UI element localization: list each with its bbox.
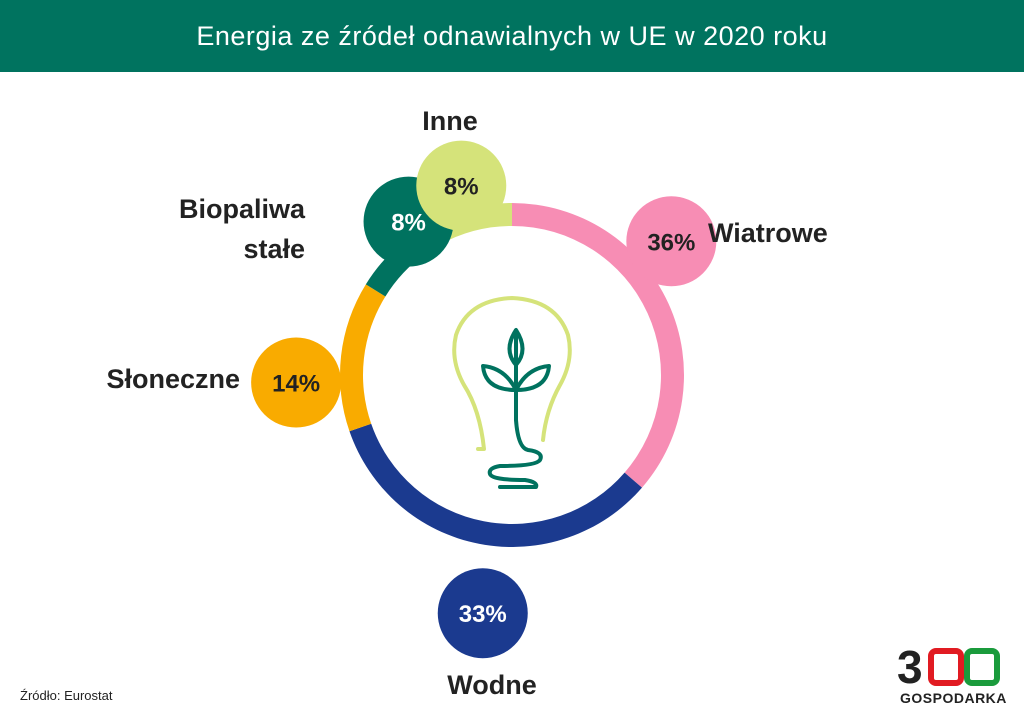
value-bubble-4 bbox=[416, 140, 507, 231]
data-label-4: 8% bbox=[444, 174, 479, 201]
data-label-2: 14% bbox=[272, 371, 320, 398]
chart-title: Energia ze źródeł odnawialnych w UE w 20… bbox=[0, 0, 1024, 72]
category-label-1: Wodne bbox=[447, 670, 537, 700]
category-label-3: Biopaliwa stałe bbox=[179, 194, 306, 264]
data-label-0: 36% bbox=[647, 229, 695, 256]
category-label-0: Wiatrowe bbox=[708, 218, 828, 248]
logo-number: 3 bbox=[897, 645, 923, 689]
value-bubble-2 bbox=[251, 337, 342, 428]
lightbulb-with-plant-icon bbox=[452, 296, 572, 489]
data-label-1: 33% bbox=[459, 601, 507, 628]
donut-segment-1 bbox=[349, 423, 642, 547]
data-label-3: 8% bbox=[391, 210, 426, 237]
category-label-2: Słoneczne bbox=[106, 364, 240, 394]
category-label-4: Inne bbox=[422, 106, 478, 136]
value-bubble-0 bbox=[626, 196, 717, 287]
logo-300-gospodarka: 3 bbox=[897, 645, 1000, 689]
donut-segment-2 bbox=[340, 284, 386, 432]
logo-text: GOSPODARKA bbox=[900, 690, 1007, 706]
value-bubble-1 bbox=[437, 568, 528, 659]
source-note: Źródło: Eurostat bbox=[20, 688, 113, 703]
